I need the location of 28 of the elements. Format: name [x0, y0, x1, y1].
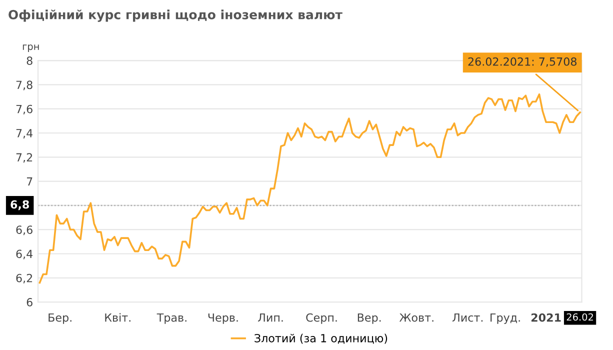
ref-line-label: 6,8 — [10, 200, 29, 210]
x-tick-label: Черв. — [208, 314, 238, 324]
legend-label: Злотий (за 1 одиницю) — [254, 334, 388, 344]
y-tick-label: 7,8 — [16, 80, 32, 90]
y-tick-label: 7 — [26, 177, 32, 186]
y-tick-label: 7,6 — [16, 104, 32, 114]
x-tick-label: Груд. — [490, 314, 520, 324]
y-tick-label: 8 — [26, 56, 32, 65]
y-axis-title: грн — [22, 44, 39, 52]
chart-title: Офіційний курс гривні щодо іноземних валют — [8, 10, 342, 22]
annotation: 26.02.2021: 7,5708 — [468, 57, 576, 67]
x-tick-label: Лип. — [258, 314, 283, 322]
y-tick-label: 6,4 — [16, 250, 33, 260]
x-tick-label: 2021 — [531, 313, 561, 322]
x-tick-label: 26.02 — [566, 313, 593, 321]
x-tick-label: Трав. — [156, 314, 186, 324]
x-tick-label: Жовт. — [399, 314, 434, 322]
x-tick-label: Бер. — [48, 314, 72, 324]
y-tick-label: 6,6 — [16, 226, 32, 236]
line-series — [38, 93, 581, 284]
y-tick-label: 6 — [26, 298, 32, 306]
x-tick-label: Лист. — [452, 314, 483, 322]
x-tick-label: Серп. — [306, 313, 337, 324]
y-tick-label: 7,2 — [16, 153, 32, 163]
y-tick-label: 7,4 — [16, 129, 33, 139]
y-tick-label: 6,2 — [16, 274, 32, 284]
x-tick-label: Квіт. — [105, 313, 130, 322]
x-tick-label: Вер. — [358, 314, 381, 324]
